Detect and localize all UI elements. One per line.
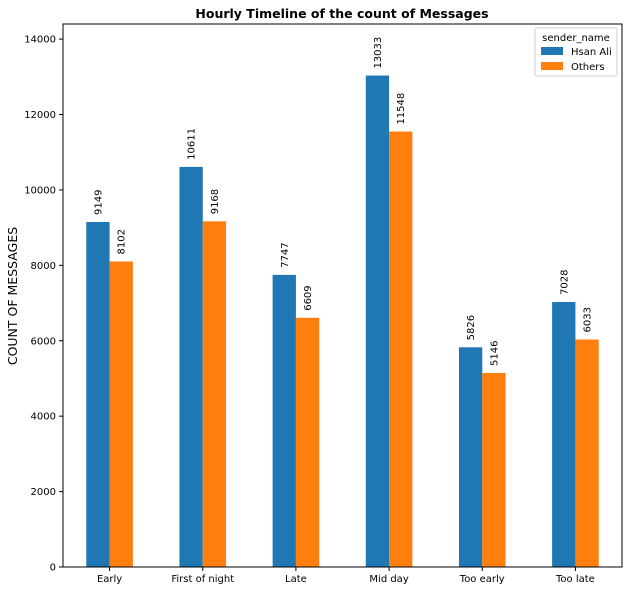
bar-others <box>389 131 413 567</box>
bar-hsan-ali <box>552 301 576 567</box>
bar-value-label: 10611 <box>187 128 198 160</box>
bars <box>86 75 599 568</box>
bar-value-label: 8102 <box>117 229 128 254</box>
legend-title: sender_name <box>542 33 610 44</box>
y-axis-ticks: 0 2000 4000 6000 8000 10000 12000 14000 <box>24 35 63 574</box>
y-tick-label: 6000 <box>31 336 56 347</box>
x-tick-label: Late <box>285 574 307 585</box>
bar-hsan-ali <box>86 222 110 567</box>
legend-label-others: Others <box>571 62 605 73</box>
bar-hsan-ali <box>458 347 483 567</box>
bar-hsan-ali <box>179 166 203 567</box>
bar-value-label: 5146 <box>489 340 500 365</box>
y-tick-label: 14000 <box>24 35 56 46</box>
bar-hsan-ali <box>365 75 390 567</box>
legend-label-hsan-ali: Hsan Ali <box>571 47 612 58</box>
legend: sender_name Hsan Ali Others <box>534 27 618 77</box>
y-tick-label: 8000 <box>31 261 56 272</box>
y-tick-label: 10000 <box>24 185 56 196</box>
y-tick-label: 12000 <box>24 110 56 121</box>
x-tick-label: Too late <box>555 574 595 585</box>
bar-value-label: 7747 <box>280 242 291 267</box>
bar-value-label: 6033 <box>583 307 594 332</box>
bar-value-label: 5826 <box>466 315 477 340</box>
bar-value-label: 7028 <box>559 270 570 295</box>
x-tick-label: First of night <box>171 574 234 585</box>
bar-value-label: 13033 <box>373 37 384 69</box>
bar-others <box>295 317 320 567</box>
x-axis-ticks: Early First of night Late Mid day Too early T… <box>97 567 595 585</box>
x-tick-label: Early <box>97 574 122 585</box>
x-tick-label: Too early <box>459 574 505 585</box>
legend-swatch-others <box>541 62 563 70</box>
bar-others <box>575 339 599 567</box>
bar-others <box>109 261 133 567</box>
bar-value-label: 11548 <box>396 93 407 125</box>
y-tick-label: 2000 <box>31 487 56 498</box>
y-tick-label: 4000 <box>31 412 56 423</box>
chart-title: Hourly Timeline of the count of Messages <box>195 6 488 21</box>
legend-swatch-hsan-ali <box>541 47 563 55</box>
bar-value-label: 9149 <box>93 190 104 215</box>
y-axis-label: COUNT OF MESSAGES <box>5 227 20 365</box>
x-tick-label: Mid day <box>369 574 408 585</box>
bar-others <box>482 372 506 567</box>
bar-value-label: 9168 <box>210 189 221 214</box>
plot-frame <box>62 23 623 568</box>
bar-value-label: 6609 <box>303 285 314 310</box>
data-labels: 9149 8102 10611 9168 7747 6609 13033 11548 5826 5… <box>93 37 593 366</box>
bar-others <box>202 221 227 568</box>
y-tick-label: 0 <box>50 563 56 574</box>
bar-hsan-ali <box>272 274 296 567</box>
